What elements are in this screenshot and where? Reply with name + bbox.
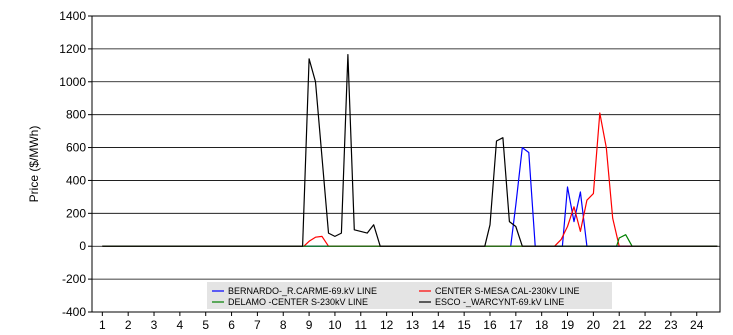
series-line-3 xyxy=(102,234,718,247)
y-axis-title: Price ($/MWh) xyxy=(27,126,41,203)
x-tick-label: 7 xyxy=(254,318,261,332)
x-tick-label: 4 xyxy=(177,318,184,332)
y-tick-label: 1000 xyxy=(59,75,86,89)
x-tick-label: 18 xyxy=(535,318,549,332)
x-tick-label: 14 xyxy=(432,318,446,332)
y-tick-label: -200 xyxy=(62,272,86,286)
x-tick-label: 12 xyxy=(380,318,394,332)
y-axis: -400 -200 0 200 400 600 800 1000 1200 1400 xyxy=(59,9,92,319)
x-tick-label: 9 xyxy=(306,318,313,332)
x-tick-label: 11 xyxy=(355,318,368,332)
legend-box xyxy=(207,282,612,309)
legend-label: ESCO -_WARCYNT-69.kV LINE xyxy=(435,297,564,307)
legend-label: CENTER S-MESA CAL-230kV LINE xyxy=(435,286,580,296)
y-tick-label: -400 xyxy=(62,305,86,319)
y-tick-label: 800 xyxy=(66,108,86,122)
y-tick-label: 600 xyxy=(66,141,86,155)
x-tick-label: 6 xyxy=(228,318,235,332)
x-tick-label: 5 xyxy=(202,318,209,332)
x-tick-label: 13 xyxy=(406,318,420,332)
legend: BERNARDO-_R.CARME-69.kV LINE CENTER S-MES… xyxy=(207,282,612,309)
grid xyxy=(92,15,720,313)
x-tick-label: 3 xyxy=(151,318,158,332)
x-tick-label: 2 xyxy=(125,318,132,332)
x-tick-label: 16 xyxy=(483,318,497,332)
series-line-4 xyxy=(102,53,718,247)
series-lines xyxy=(102,53,718,247)
x-tick-label: 15 xyxy=(457,318,471,332)
x-tick-label: 19 xyxy=(561,318,575,332)
x-tick-label: 21 xyxy=(613,318,627,332)
x-tick-label: 1 xyxy=(99,318,106,332)
x-tick-label: 22 xyxy=(638,318,652,332)
plot-area xyxy=(91,15,721,313)
y-tick-label: 1400 xyxy=(59,9,86,23)
x-axis: 1 2 3 4 5 6 7 8 9 10 11 12 13 14 15 16 17 18 19 20 21 22 23 24 xyxy=(99,312,704,332)
x-tick-label: 17 xyxy=(509,318,523,332)
y-tick-label: 1200 xyxy=(59,42,86,56)
y-tick-label: 0 xyxy=(79,239,86,253)
x-tick-label: 10 xyxy=(328,318,342,332)
series-line-1 xyxy=(102,147,718,247)
x-tick-label: 24 xyxy=(690,318,704,332)
y-tick-label: 200 xyxy=(66,206,86,220)
legend-label: DELAMO -CENTER S-230kV LINE xyxy=(228,297,368,307)
x-tick-label: 8 xyxy=(280,318,287,332)
x-tick-label: 23 xyxy=(664,318,678,332)
legend-label: BERNARDO-_R.CARME-69.kV LINE xyxy=(228,286,377,296)
x-tick-label: 20 xyxy=(587,318,601,332)
y-tick-label: 400 xyxy=(66,173,86,187)
series-line-2 xyxy=(102,112,718,247)
